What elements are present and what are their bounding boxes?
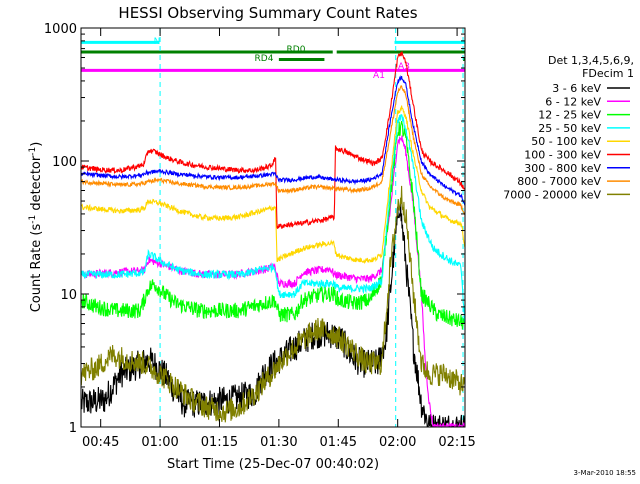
series-line-300-800-kev: [80, 75, 466, 206]
legend-label-50-100-kev: 50 - 100 keV: [531, 135, 601, 148]
legend-label-12-25-kev: 12 - 25 keV: [538, 109, 601, 122]
flag-label-rd4: RD4: [255, 54, 274, 64]
series-line-50-100-kev: [80, 105, 466, 265]
legend-label-3-6-kev: 3 - 6 keV: [552, 82, 601, 95]
series-line-800-7000-kev: [80, 85, 466, 215]
x-tick-label: 01:45: [320, 435, 357, 450]
series-line-7000-20000-kev: [80, 185, 466, 423]
legend-header-line-1: Det 1,3,4,5,6,9,: [548, 54, 634, 67]
y-tick-label: 1: [69, 421, 77, 436]
series-lines: [80, 51, 466, 428]
x-tick-label: 01:30: [260, 435, 297, 450]
plot-frame: [80, 27, 466, 428]
legend-label-100-300-kev: 100 - 300 keV: [524, 149, 601, 162]
flag-label-a3: A3: [398, 62, 410, 72]
x-axis-label: Start Time (25-Dec-07 00:40:02): [167, 457, 379, 472]
axis-ticks: 00:45 01:00 01:15 01:30 01:45 02:00 02:15 1 10 10…: [44, 22, 476, 450]
x-tick-label: 02:00: [379, 435, 416, 450]
y-tick-label: 1000: [44, 22, 77, 37]
x-tick-label: 01:15: [201, 435, 238, 450]
legend-label-800-7000-kev: 800 - 7000 keV: [517, 175, 601, 188]
flag-label-rd0: RD0: [287, 45, 306, 55]
footer-date: 3-Mar-2010 18:55: [574, 469, 636, 477]
legend-label-25-50-kev: 25 - 50 keV: [538, 122, 601, 135]
x-tick-label: 01:00: [141, 435, 178, 450]
flag-label-a1: A1: [373, 71, 385, 81]
chart-title: HESSI Observing Summary Count Rates: [118, 4, 417, 22]
y-axis-label: Count Rate (s-1 detector-1): [28, 142, 44, 313]
series-line-25-50-kev: [80, 114, 466, 323]
legend-label-7000-20000-kev: 7000 - 20000 keV: [503, 188, 601, 201]
x-tick-label: 02:15: [438, 435, 475, 450]
flag-label-n: N: [154, 37, 161, 47]
series-line-100-300-kev: [80, 51, 466, 229]
legend-label-300-800-kev: 300 - 800 keV: [524, 162, 601, 175]
legend-header-line-2: FDecim 1: [582, 67, 634, 80]
y-tick-label: 10: [60, 288, 77, 303]
x-tick-label: 00:45: [82, 435, 119, 450]
y-tick-label: 100: [52, 155, 77, 170]
legend-label-6-12-kev: 6 - 12 keV: [545, 95, 601, 108]
series-line-12-25-kev: [80, 120, 466, 330]
